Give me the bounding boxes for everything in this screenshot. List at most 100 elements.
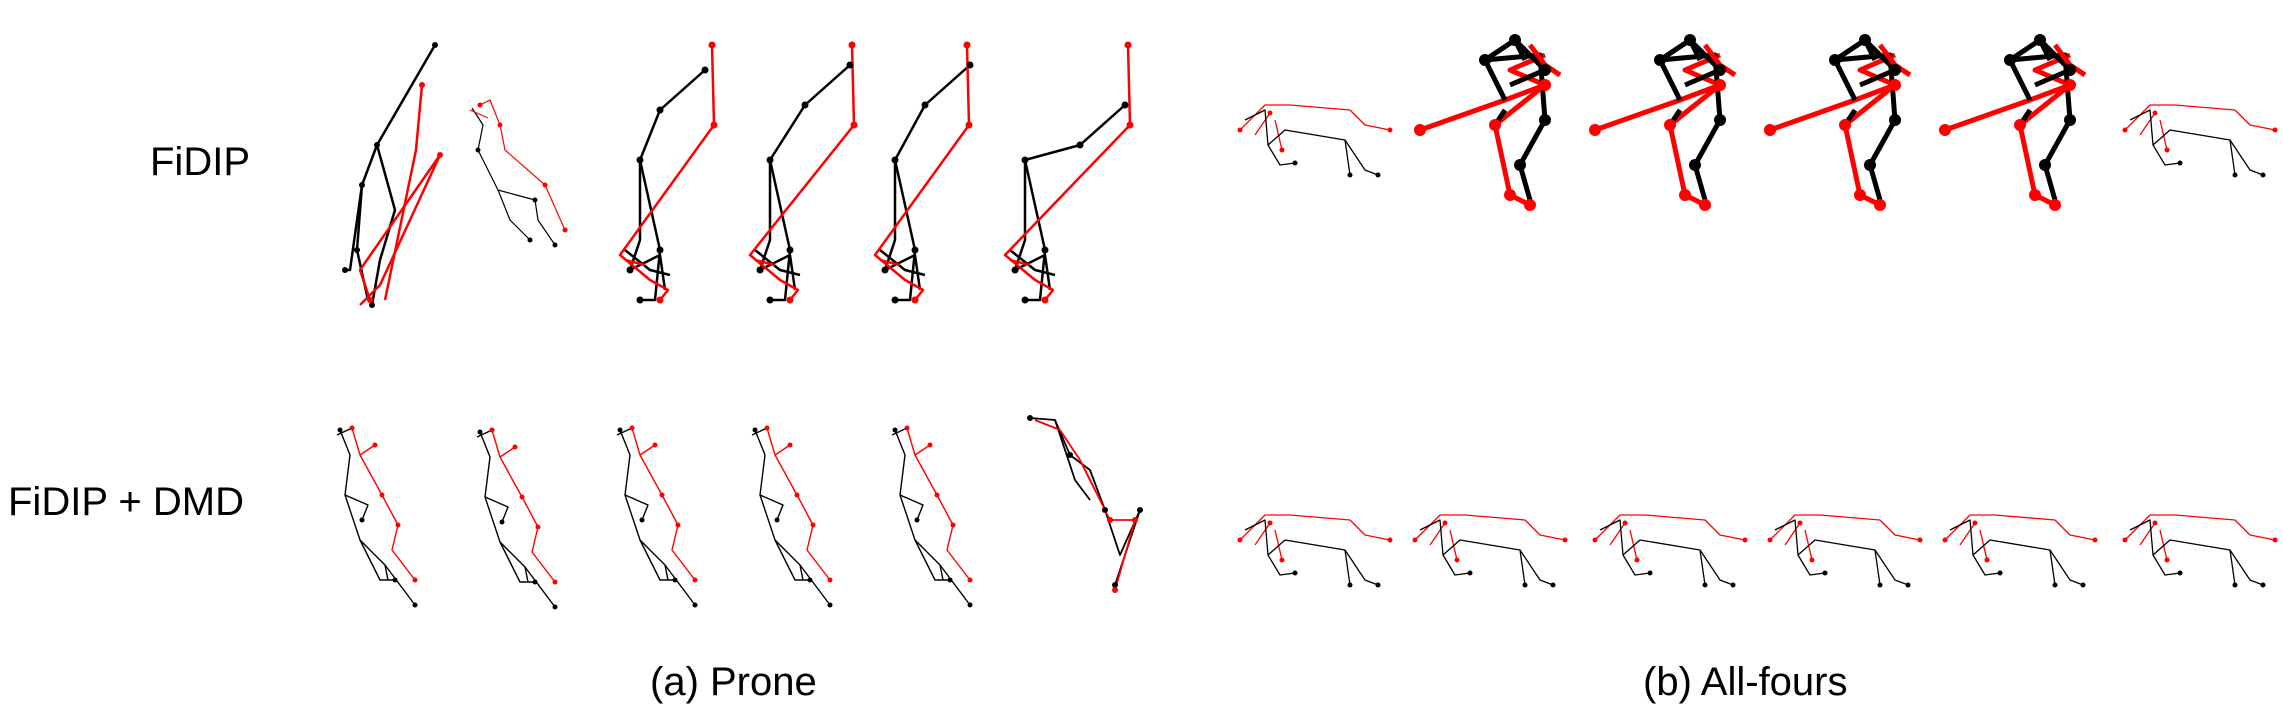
left-limb-line bbox=[1267, 554, 1296, 576]
joint-dot bbox=[692, 602, 698, 608]
joint-dot bbox=[337, 427, 343, 433]
joint-dot bbox=[764, 425, 770, 431]
joint-dot bbox=[2232, 582, 2238, 588]
joint-dot bbox=[412, 577, 418, 583]
joint-dot bbox=[1412, 537, 1418, 543]
joint-dot bbox=[766, 156, 774, 164]
joint-dot bbox=[2260, 172, 2266, 178]
joint-dot bbox=[786, 246, 794, 254]
left-limb-line bbox=[1009, 249, 1056, 277]
left-limb-line bbox=[2229, 139, 2264, 176]
joint-dot bbox=[846, 61, 854, 69]
right-limb-line bbox=[1254, 112, 1271, 136]
left-limb-line bbox=[344, 494, 369, 521]
right-limb-line bbox=[1349, 519, 1391, 541]
joint-dot bbox=[1539, 79, 1551, 91]
right-limb-line bbox=[1239, 514, 1351, 541]
joint-dot bbox=[1654, 54, 1666, 66]
right-limb-line bbox=[2234, 109, 2276, 131]
joint-dot bbox=[927, 442, 933, 448]
joint-dot bbox=[794, 492, 800, 498]
joint-dot bbox=[349, 425, 355, 431]
joint-dot bbox=[1997, 570, 2003, 576]
right-limb-line bbox=[1594, 514, 1706, 541]
joint-dot bbox=[1124, 41, 1132, 49]
joint-dot bbox=[1714, 79, 1726, 91]
left-limb-line bbox=[1699, 549, 1734, 586]
joint-dot bbox=[904, 425, 910, 431]
joint-dot bbox=[708, 41, 716, 49]
joint-dot bbox=[807, 577, 813, 583]
left-limb-line bbox=[1054, 419, 1091, 501]
left-limb-line bbox=[768, 159, 792, 302]
left-limb-line bbox=[2129, 519, 2236, 586]
left-limb-line bbox=[899, 494, 924, 521]
joint-dot bbox=[1984, 557, 1990, 563]
joint-dot bbox=[1664, 119, 1676, 131]
joint-dot bbox=[947, 577, 953, 583]
left-limb-line bbox=[339, 429, 416, 606]
joint-dot bbox=[2014, 119, 2026, 131]
left-limb-line bbox=[476, 429, 493, 438]
left-limb-line bbox=[891, 427, 908, 436]
joint-dot bbox=[1237, 537, 1243, 543]
prone-fidip-skeleton-3 bbox=[618, 41, 718, 304]
joint-dot bbox=[2232, 172, 2238, 178]
right-limb-line bbox=[351, 427, 416, 581]
joint-dot bbox=[2177, 160, 2183, 166]
joint-dot bbox=[692, 577, 698, 583]
joint-dot bbox=[1524, 199, 1536, 211]
left-limb-line bbox=[1949, 519, 2056, 586]
fours-fidip-skeleton-6 bbox=[2122, 104, 2278, 178]
left-limb-line bbox=[893, 159, 917, 302]
joint-dot bbox=[1011, 266, 1019, 274]
joint-dot bbox=[629, 425, 635, 431]
joint-dot bbox=[911, 246, 919, 254]
joint-dot bbox=[542, 182, 548, 188]
left-limb-line bbox=[751, 427, 768, 436]
caption-prone: (a) Prone bbox=[650, 660, 817, 704]
right-limb-line bbox=[1944, 52, 2073, 133]
right-limb-line bbox=[359, 154, 442, 306]
joint-dot bbox=[710, 121, 718, 129]
joint-dot bbox=[786, 296, 794, 304]
joint-dot bbox=[1067, 452, 1073, 458]
prone-fidip-skeleton-1 bbox=[342, 42, 443, 308]
joint-dot bbox=[2029, 189, 2041, 201]
left-limb-line bbox=[1013, 104, 1126, 291]
right-limb-line bbox=[1492, 83, 1547, 208]
right-limb-line bbox=[1079, 459, 1096, 491]
right-limb-line bbox=[1784, 522, 1801, 546]
joint-dot bbox=[1279, 557, 1285, 563]
joint-dot bbox=[774, 517, 780, 523]
left-limb-line bbox=[2152, 144, 2181, 166]
joint-dot bbox=[656, 246, 664, 254]
right-limb-line bbox=[1524, 519, 1566, 541]
joint-dot bbox=[891, 156, 899, 164]
joint-dot bbox=[2052, 582, 2058, 588]
joint-dot bbox=[2177, 570, 2183, 576]
joint-dot bbox=[562, 227, 568, 233]
joint-dot bbox=[552, 242, 558, 248]
joint-dot bbox=[1592, 537, 1598, 543]
joint-dot bbox=[2272, 127, 2278, 133]
joint-dot bbox=[437, 152, 443, 158]
joint-dot bbox=[354, 247, 360, 253]
joint-dot bbox=[1121, 101, 1129, 109]
joint-dot bbox=[787, 442, 793, 448]
left-limb-line bbox=[1599, 519, 1706, 586]
joint-dot bbox=[1764, 124, 1776, 136]
joint-dot bbox=[672, 577, 678, 583]
joint-dot bbox=[1102, 507, 1108, 513]
left-limb-line bbox=[774, 539, 810, 581]
joint-dot bbox=[489, 427, 495, 433]
fours-dmd-skeleton-1 bbox=[1237, 514, 1393, 588]
joint-dot bbox=[2260, 582, 2266, 588]
joint-dot bbox=[1539, 114, 1551, 126]
joint-dot bbox=[1132, 517, 1138, 523]
left-limb-line bbox=[1797, 554, 1826, 576]
row-label-fidip-dmd: FiDIP + DMD bbox=[8, 480, 244, 524]
left-limb-line bbox=[370, 144, 397, 306]
right-limb-line bbox=[1842, 83, 1897, 208]
joint-dot bbox=[1797, 520, 1803, 526]
